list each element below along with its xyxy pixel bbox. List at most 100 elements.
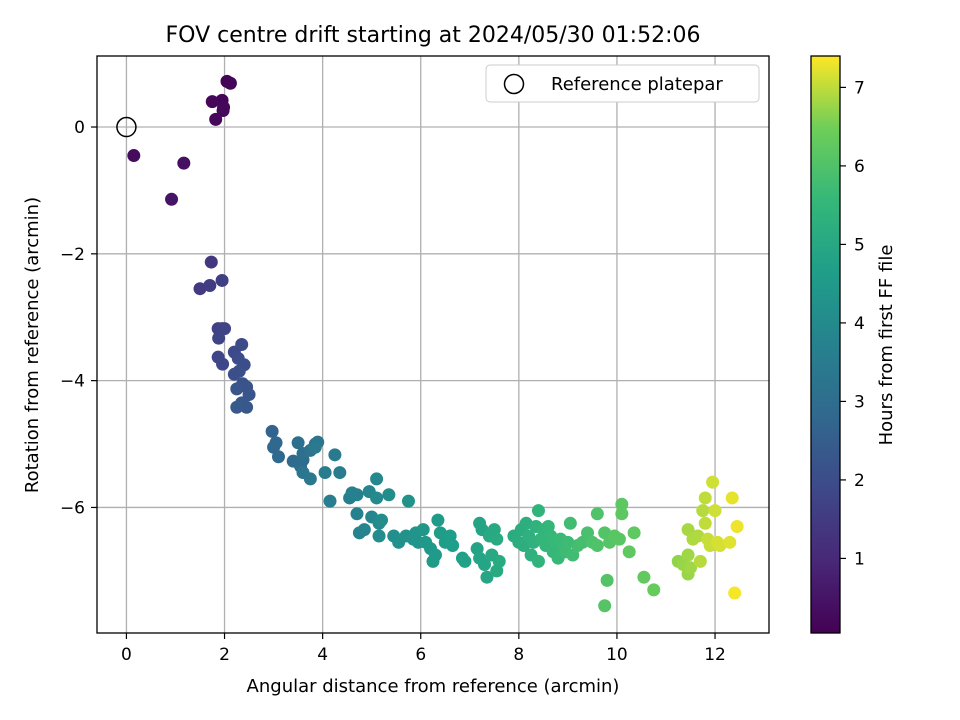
y-axis-ticks: 0 −2 −4 −6	[60, 118, 97, 518]
legend: Reference platepar	[485, 64, 760, 103]
data-point	[328, 448, 342, 462]
data-point	[372, 529, 386, 543]
data-point	[217, 100, 231, 114]
x-tick-label: 8	[513, 645, 524, 665]
data-point	[401, 494, 415, 508]
data-point	[431, 513, 445, 527]
colorbar-tick-label: 2	[854, 471, 865, 491]
data-point	[561, 535, 575, 549]
data-point	[458, 554, 472, 568]
data-point	[230, 400, 244, 414]
data-point	[318, 466, 332, 480]
x-tick-label: 0	[121, 645, 132, 665]
data-point	[370, 472, 384, 486]
data-point	[531, 554, 545, 568]
y-tick-label: 0	[74, 118, 85, 138]
data-point	[615, 507, 629, 521]
reference-platepar-marker	[116, 116, 137, 138]
data-point	[240, 400, 254, 414]
y-tick-label: −6	[60, 498, 85, 518]
data-point	[598, 599, 612, 613]
colorbar-tick-label: 3	[854, 392, 865, 412]
data-point	[728, 586, 742, 600]
data-point	[426, 554, 440, 568]
data-point	[627, 526, 641, 540]
data-point	[622, 545, 636, 559]
data-point	[519, 516, 533, 530]
data-point	[600, 573, 614, 587]
data-point	[165, 192, 179, 206]
y-tick-label: −4	[60, 372, 85, 392]
data-point	[382, 488, 396, 502]
colorbar-tick-label: 4	[854, 314, 865, 334]
data-point	[698, 516, 712, 530]
data-point	[216, 357, 230, 371]
data-point	[215, 273, 229, 287]
data-point	[212, 331, 226, 345]
data-point	[590, 538, 604, 552]
data-point	[696, 504, 710, 518]
legend-reference-marker	[503, 73, 525, 95]
data-point	[492, 554, 506, 568]
data-point	[713, 538, 727, 552]
data-point	[708, 504, 722, 518]
data-point	[615, 497, 629, 511]
colorbar	[810, 55, 841, 634]
data-point	[357, 523, 371, 537]
data-point	[637, 570, 651, 584]
data-points	[116, 74, 744, 613]
x-tick-label: 10	[606, 645, 628, 665]
data-point	[303, 472, 317, 486]
data-point	[127, 149, 141, 163]
x-tick-label: 2	[219, 645, 230, 665]
data-point	[265, 424, 279, 438]
legend-box	[485, 64, 760, 103]
x-tick-label: 12	[704, 645, 726, 665]
data-point	[333, 466, 347, 480]
data-point	[480, 570, 494, 584]
data-point	[730, 519, 744, 533]
data-point	[323, 494, 337, 508]
data-point	[308, 440, 322, 454]
data-point	[370, 491, 384, 505]
data-point	[205, 95, 219, 109]
colorbar-tick-label: 1	[854, 549, 865, 569]
data-point	[446, 538, 460, 552]
data-point	[203, 279, 217, 293]
data-point	[490, 532, 504, 546]
data-point	[350, 488, 364, 502]
x-axis-label: Angular distance from reference (arcmin)	[247, 676, 620, 697]
data-point	[374, 513, 388, 527]
y-axis-label: Rotation from reference (arcmin)	[22, 197, 43, 493]
x-axis-ticks: 0 2 4 6 8 10 12	[121, 633, 726, 665]
grid-lines	[97, 56, 769, 633]
data-point	[177, 156, 191, 170]
colorbar-ticks: 1 2 3 4 5 6 7	[840, 78, 865, 569]
colorbar-tick-label: 7	[854, 78, 865, 98]
data-point	[723, 535, 737, 549]
data-point	[235, 338, 249, 351]
data-point	[681, 548, 695, 562]
data-point	[706, 475, 720, 489]
data-point	[684, 561, 698, 575]
data-point	[223, 76, 237, 90]
colorbar-label: Hours from first FF file	[876, 245, 897, 446]
chart-title: FOV centre drift starting at 2024/05/30 …	[166, 23, 701, 48]
data-point	[204, 255, 218, 269]
data-point	[693, 554, 707, 568]
data-point	[193, 282, 207, 296]
data-point	[416, 523, 430, 537]
data-point	[691, 529, 705, 543]
data-point	[230, 382, 244, 396]
legend-label: Reference platepar	[551, 74, 723, 95]
x-tick-label: 6	[415, 645, 426, 665]
data-point	[725, 491, 739, 505]
data-point	[232, 364, 246, 378]
data-point	[209, 112, 223, 126]
colorbar-tick-label: 5	[854, 235, 865, 255]
data-point	[478, 558, 492, 572]
data-point	[350, 507, 364, 521]
data-point	[291, 436, 305, 450]
